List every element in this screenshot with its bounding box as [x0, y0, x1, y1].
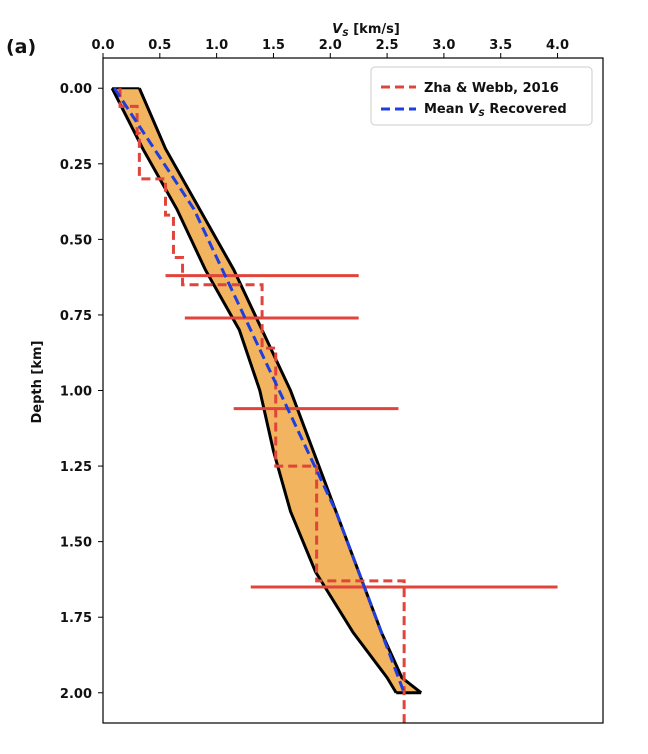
x-tick-label-0: 0.0	[91, 38, 114, 53]
x-tick-label-1: 0.5	[148, 38, 171, 53]
x-tick-label-8: 4.0	[546, 38, 569, 53]
reference-profile-line	[118, 88, 406, 723]
y-tick-label-0: 0.00	[60, 82, 92, 97]
legend-frame	[370, 66, 593, 126]
panel-label: (a)	[6, 36, 36, 58]
legend-label-mean: Mean VS Recovered	[424, 102, 567, 119]
legend: Zha & Webb, 2016 Mean VS Recovered	[370, 66, 593, 126]
y-tick-label-7: 1.75	[60, 611, 92, 626]
x-tick-label-6: 3.0	[432, 38, 455, 53]
x-axis-title: VS [km/s]	[332, 22, 400, 39]
x-tick-label-5: 2.5	[376, 38, 399, 53]
mean-recovered-line	[113, 87, 406, 694]
x-tick-label-4: 2.0	[319, 38, 342, 53]
x-tick-label-2: 1.0	[205, 38, 228, 53]
legend-label-reference: Zha & Webb, 2016	[424, 81, 559, 96]
x-tick-label-3: 1.5	[262, 38, 285, 53]
plot-area: 0.0 0.5 1.0 1.5 2.0 2.5 3.0 3.5 4.0 0.00 0.25 0.50 0…	[60, 38, 604, 724]
y-tick-label-2: 0.50	[60, 233, 92, 248]
x-tick-label-7: 3.5	[489, 38, 512, 53]
y-axis-title: Depth [km]	[30, 341, 45, 424]
band-min-outline	[110, 87, 398, 694]
y-tick-label-5: 1.25	[60, 460, 92, 475]
y-tick-label-8: 2.00	[60, 687, 92, 702]
plot-content	[110, 87, 558, 723]
y-tick-label-3: 0.75	[60, 309, 92, 324]
y-tick-label-4: 1.00	[60, 385, 92, 400]
y-tick-label-1: 0.25	[60, 158, 92, 173]
uncertainty-band	[112, 88, 422, 693]
y-tick-label-6: 1.50	[60, 536, 92, 551]
